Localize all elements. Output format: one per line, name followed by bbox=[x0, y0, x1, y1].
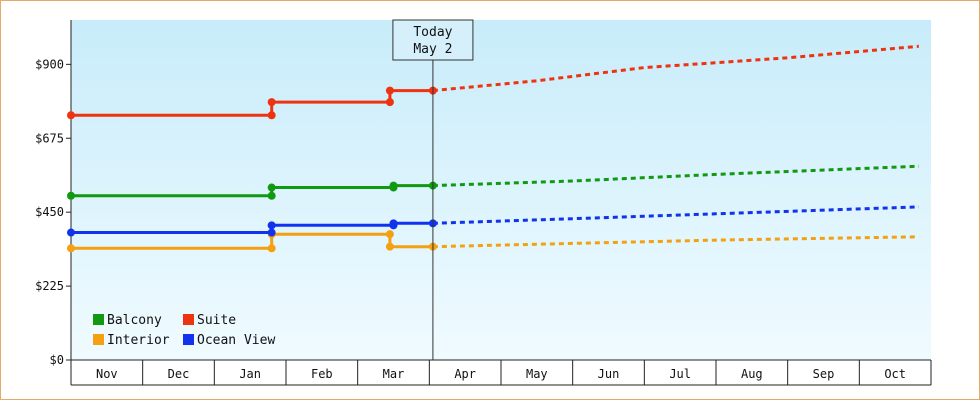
x-tick-label: Feb bbox=[311, 367, 333, 381]
x-tick-label: Jan bbox=[239, 367, 261, 381]
x-tick-label: Oct bbox=[884, 367, 906, 381]
data-point-suite bbox=[267, 98, 276, 107]
x-tick-label: Jul bbox=[669, 367, 691, 381]
data-point-interior bbox=[67, 244, 75, 253]
x-tick-label: Nov bbox=[96, 367, 118, 381]
series-suite bbox=[67, 44, 919, 120]
data-point-balcony bbox=[267, 183, 276, 192]
data-point-ocean-view bbox=[267, 221, 276, 230]
series-line-ocean-view bbox=[71, 221, 433, 234]
x-tick-label: Sep bbox=[813, 367, 835, 381]
y-tick-label: $675 bbox=[35, 131, 64, 145]
legend-label-ocean-view: Ocean View bbox=[197, 333, 275, 348]
y-tick-label: $0 bbox=[50, 353, 64, 367]
forecast-line-ocean-view bbox=[432, 205, 919, 225]
data-point-interior bbox=[267, 244, 276, 253]
data-point-suite bbox=[385, 98, 394, 107]
data-point-ocean-view bbox=[267, 228, 276, 237]
data-point-balcony bbox=[267, 191, 276, 200]
y-tick-label: $450 bbox=[35, 205, 64, 219]
series-line-interior bbox=[71, 232, 433, 250]
data-point-suite bbox=[67, 111, 75, 120]
x-tick-label: Apr bbox=[454, 367, 476, 381]
series-interior bbox=[67, 230, 919, 253]
legend-swatch-interior bbox=[93, 334, 104, 345]
today-box bbox=[392, 19, 474, 61]
series-balcony bbox=[67, 164, 919, 200]
legend-swatch-balcony bbox=[93, 314, 104, 325]
x-tick-label: Aug bbox=[741, 367, 763, 381]
series-line-suite bbox=[71, 89, 433, 117]
legend-label-balcony: Balcony bbox=[107, 313, 162, 328]
legend-label-interior: Interior bbox=[107, 333, 170, 348]
today-date: May 2 bbox=[413, 42, 452, 57]
data-point-suite bbox=[385, 86, 394, 95]
series-line-balcony bbox=[71, 184, 433, 198]
y-tick-label: $900 bbox=[35, 57, 64, 71]
legend: Balcony Suite Interior Ocean View bbox=[93, 313, 275, 348]
series-ocean-view bbox=[67, 205, 919, 237]
data-point-interior bbox=[385, 230, 394, 239]
forecast-line-interior bbox=[432, 235, 919, 249]
data-point-balcony bbox=[389, 181, 398, 190]
data-point-ocean-view bbox=[389, 219, 398, 228]
y-tick-label: $225 bbox=[35, 279, 64, 293]
x-tick-label: Mar bbox=[383, 367, 405, 381]
legend-swatch-suite bbox=[183, 314, 194, 325]
forecast-line-balcony bbox=[432, 164, 919, 188]
data-point-suite bbox=[267, 111, 276, 120]
data-point-balcony bbox=[67, 191, 75, 200]
data-point-interior bbox=[385, 242, 394, 251]
x-tick-label: Jun bbox=[598, 367, 620, 381]
plot-area bbox=[71, 20, 931, 360]
x-tick-label: Dec bbox=[168, 367, 190, 381]
data-point-ocean-view bbox=[67, 228, 75, 237]
forecast-line-suite bbox=[432, 44, 919, 93]
legend-swatch-ocean-view bbox=[183, 334, 194, 345]
x-tick-label: May bbox=[526, 367, 548, 381]
legend-label-suite: Suite bbox=[197, 313, 236, 328]
today-label: Today bbox=[413, 25, 452, 40]
